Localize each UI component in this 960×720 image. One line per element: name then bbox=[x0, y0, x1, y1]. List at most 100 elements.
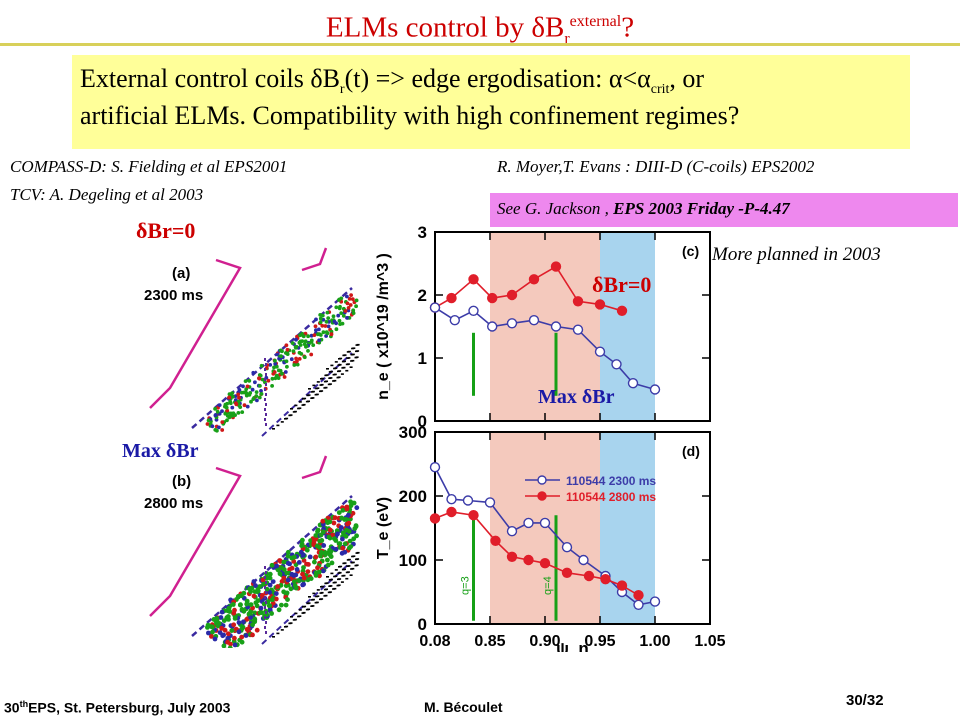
poincare-point bbox=[331, 520, 337, 526]
data-point bbox=[539, 558, 551, 569]
label-maxdbr-right: Max δBr bbox=[538, 386, 615, 408]
wall-contour bbox=[301, 247, 328, 272]
plot-frame bbox=[434, 431, 711, 625]
data-point bbox=[594, 299, 606, 310]
banner-line-1: External control coils δBr(t) => edge er… bbox=[80, 64, 705, 98]
data-point bbox=[550, 261, 562, 272]
poincare-point bbox=[210, 624, 215, 630]
data-point bbox=[486, 321, 498, 332]
poincare-point bbox=[285, 347, 290, 352]
poincare-point bbox=[236, 411, 241, 415]
poincare-point bbox=[260, 377, 265, 382]
poincare-point bbox=[337, 318, 342, 323]
legend-entry: 110544 2800 ms bbox=[566, 490, 656, 504]
plot-frame bbox=[434, 231, 711, 422]
poincare-point bbox=[205, 422, 210, 426]
poincare-point bbox=[276, 607, 282, 613]
poincare-point bbox=[343, 533, 349, 539]
poincare-point bbox=[245, 384, 250, 389]
flux-surface-dot bbox=[265, 601, 267, 604]
poincare-point bbox=[284, 590, 290, 596]
data-point bbox=[594, 346, 606, 357]
flux-surface-dot bbox=[298, 609, 302, 611]
data-point bbox=[550, 321, 562, 332]
flux-surface-dot bbox=[334, 569, 338, 571]
poincare-point bbox=[275, 567, 281, 573]
poincare-point bbox=[269, 611, 274, 616]
poincare-point bbox=[320, 518, 326, 524]
data-point bbox=[490, 535, 501, 546]
poincare-point bbox=[248, 602, 254, 607]
poincare-point bbox=[292, 363, 297, 367]
poincare-point bbox=[258, 605, 264, 611]
flux-surface-dot bbox=[320, 378, 323, 380]
poincare-point bbox=[279, 354, 283, 359]
poincare-point bbox=[259, 389, 263, 393]
poincare-point bbox=[236, 392, 241, 397]
poincare-point bbox=[345, 301, 350, 306]
flux-surface-dot bbox=[324, 374, 328, 377]
poincare-point bbox=[247, 378, 252, 383]
poincare-point bbox=[317, 538, 323, 544]
flux-surface-dot bbox=[280, 421, 284, 423]
poincare-point bbox=[291, 349, 296, 353]
label-dbr0-right: δBr=0 bbox=[592, 272, 652, 297]
poincare-point bbox=[340, 321, 345, 326]
poincare-point bbox=[231, 394, 235, 399]
poincare-point bbox=[241, 384, 245, 389]
flux-surface-dot bbox=[265, 591, 267, 594]
poincare-point bbox=[320, 323, 325, 328]
flux-surface-dot bbox=[316, 589, 320, 591]
poincare-point bbox=[285, 577, 291, 583]
poincare-point bbox=[318, 553, 323, 559]
poincare-point bbox=[350, 297, 355, 301]
poincare-point bbox=[257, 376, 261, 381]
poincare-point bbox=[348, 544, 354, 549]
poincare-point bbox=[225, 631, 231, 637]
poincare-point bbox=[321, 330, 326, 335]
flux-surface-dot bbox=[334, 361, 338, 363]
poincare-point bbox=[326, 324, 331, 329]
poincare-point bbox=[246, 611, 252, 617]
flux-surface-dot bbox=[349, 574, 353, 576]
poincare-point bbox=[228, 399, 233, 404]
poincare-point bbox=[244, 601, 250, 607]
legend-entry: 110544 2300 ms bbox=[566, 474, 656, 488]
poincare-point bbox=[330, 532, 335, 538]
poincare-point bbox=[346, 306, 351, 310]
flux-surface-dot bbox=[319, 384, 323, 386]
jackson-reference-box bbox=[490, 193, 958, 227]
poincare-point bbox=[332, 515, 338, 521]
poincare-point bbox=[257, 584, 262, 589]
poincare-point bbox=[245, 404, 250, 409]
data-point bbox=[611, 359, 622, 370]
poincare-point bbox=[225, 608, 230, 614]
poincare-point bbox=[337, 541, 343, 546]
poincare-point bbox=[339, 515, 345, 521]
poincare-point bbox=[242, 403, 247, 408]
flux-surface-dot bbox=[319, 598, 322, 601]
flux-surface-dot bbox=[312, 592, 316, 595]
poincare-point bbox=[206, 630, 211, 636]
flux-surface-dot bbox=[265, 373, 267, 376]
flux-surface-dot bbox=[265, 403, 267, 406]
legend-marker bbox=[537, 491, 547, 501]
flux-surface-dot bbox=[265, 423, 267, 426]
poincare-point bbox=[301, 565, 306, 570]
poincare-point bbox=[273, 591, 279, 596]
flux-surface-dot bbox=[265, 363, 267, 366]
poincare-point bbox=[304, 344, 308, 349]
flux-surface-dot bbox=[264, 586, 266, 589]
flux-surface-dot bbox=[338, 358, 341, 360]
poincare-point bbox=[327, 519, 333, 525]
panel-a-label: (a) bbox=[172, 265, 190, 282]
flux-surface-dot bbox=[306, 394, 310, 397]
poincare-point bbox=[306, 334, 310, 339]
poincare-point bbox=[285, 553, 291, 559]
flux-surface-dot bbox=[332, 581, 336, 584]
poincare-point bbox=[232, 616, 238, 621]
flux-surface-dot bbox=[294, 612, 298, 615]
poincare-point bbox=[324, 330, 329, 335]
flux-surface-dot bbox=[310, 599, 314, 601]
flux-surface-dot bbox=[272, 428, 275, 430]
